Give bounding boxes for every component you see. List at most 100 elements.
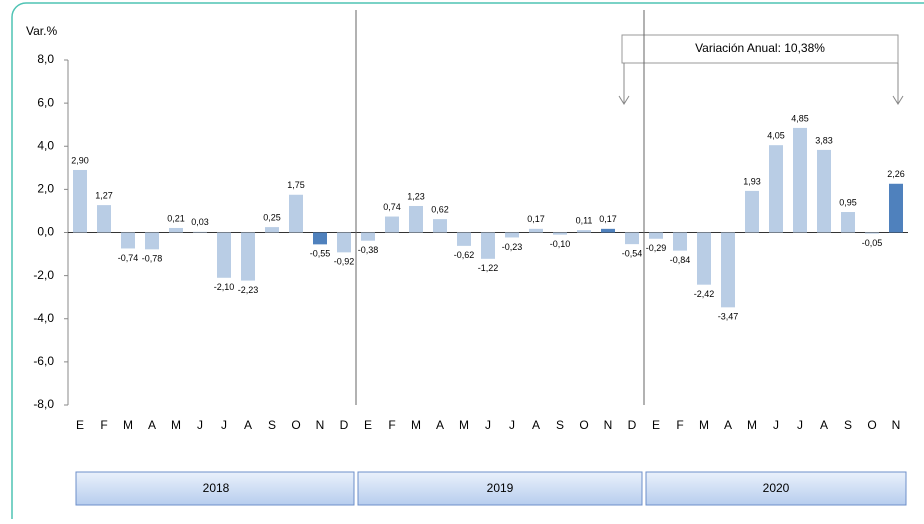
bar (313, 232, 327, 245)
value-label: 0,03 (191, 217, 209, 227)
bar (409, 205, 423, 233)
y-tick-label: -8,0 (33, 397, 54, 411)
bar (337, 232, 351, 253)
value-label: 2,90 (71, 155, 89, 165)
bar (289, 194, 303, 233)
value-label: -0,29 (646, 243, 667, 253)
x-tick-label: A (820, 418, 828, 432)
value-label: -1,22 (478, 263, 499, 273)
bar (793, 127, 807, 233)
value-label: -2,23 (238, 285, 259, 295)
year-label: 2019 (487, 481, 514, 495)
x-tick-label: D (628, 418, 637, 432)
x-tick-label: S (844, 418, 852, 432)
year-box (645, 471, 907, 506)
value-label: 0,17 (527, 214, 545, 224)
bar (697, 232, 711, 285)
bar (241, 232, 255, 281)
bar (673, 232, 687, 251)
value-label: 0,11 (576, 216, 593, 226)
value-label: -0,54 (622, 249, 643, 259)
value-label: -0,55 (310, 249, 331, 259)
value-label: -0,92 (334, 257, 355, 267)
bar (385, 216, 399, 233)
value-label: 0,95 (839, 197, 857, 207)
bar (553, 232, 567, 235)
value-label: -2,10 (214, 282, 235, 292)
value-label: 4,05 (767, 131, 785, 141)
bar (817, 149, 831, 233)
x-tick-label: D (340, 418, 349, 432)
bar (841, 212, 855, 233)
x-tick-label: J (485, 418, 491, 432)
bar (649, 232, 663, 239)
x-tick-label: M (123, 418, 133, 432)
bar (169, 227, 183, 233)
y-tick-label: -6,0 (33, 354, 54, 368)
bar (457, 232, 471, 246)
bar (481, 232, 495, 259)
value-label: -0,23 (502, 242, 523, 252)
x-tick-label: A (244, 418, 252, 432)
value-label: 4,85 (791, 113, 809, 123)
x-tick-label: J (797, 418, 803, 432)
x-tick-label: O (291, 418, 300, 432)
bar (217, 232, 231, 278)
value-label: -0,62 (454, 250, 475, 260)
x-tick-label: M (699, 418, 709, 432)
value-label: -0,38 (358, 245, 379, 255)
bar (265, 227, 279, 233)
value-label: 1,27 (95, 190, 113, 200)
bar (601, 228, 615, 233)
value-label: 2,26 (887, 169, 905, 179)
x-tick-label: F (100, 418, 107, 432)
x-tick-label: O (579, 418, 588, 432)
x-tick-label: E (76, 418, 84, 432)
value-label: 0,25 (263, 212, 281, 222)
y-tick-label: 4,0 (37, 138, 54, 152)
value-label: -2,42 (694, 289, 715, 299)
y-tick-label: -4,0 (33, 311, 54, 325)
value-label: 3,83 (815, 135, 833, 145)
bar (769, 145, 783, 233)
bar (745, 190, 759, 233)
x-tick-label: J (221, 418, 227, 432)
bar (529, 228, 543, 233)
bar (505, 232, 519, 238)
bar (73, 169, 87, 233)
value-label: 0,74 (383, 202, 401, 212)
value-label: 1,23 (407, 191, 425, 201)
value-label: 0,21 (167, 213, 185, 223)
bar (577, 230, 591, 233)
bar (145, 232, 159, 250)
y-tick-label: 0,0 (37, 225, 54, 239)
value-label: 0,62 (431, 205, 449, 215)
x-tick-label: A (724, 418, 732, 432)
x-tick-label: N (604, 418, 613, 432)
value-label: 1,93 (743, 176, 761, 186)
bar (433, 219, 447, 233)
bar (193, 231, 207, 233)
value-label: -0,05 (862, 238, 883, 248)
bar (865, 232, 879, 234)
x-tick-label: F (388, 418, 395, 432)
annotation-arrows (618, 63, 904, 105)
x-tick-label: J (509, 418, 515, 432)
x-tick-label: M (459, 418, 469, 432)
bar (121, 232, 135, 249)
value-label: 1,75 (287, 180, 305, 190)
value-label: -0,74 (118, 253, 139, 263)
x-tick-label: N (892, 418, 901, 432)
value-label: 0,17 (599, 214, 617, 224)
y-tick-label: 8,0 (37, 52, 54, 66)
value-label: -0,78 (142, 254, 163, 264)
y-tick-label: 2,0 (37, 182, 54, 196)
year-box (75, 471, 355, 506)
x-tick-label: O (867, 418, 876, 432)
annotation: Variación Anual: 10,38% (695, 41, 825, 55)
year-label: 2018 (203, 481, 230, 495)
bar (361, 232, 375, 241)
bar (625, 232, 639, 245)
x-tick-label: S (268, 418, 276, 432)
